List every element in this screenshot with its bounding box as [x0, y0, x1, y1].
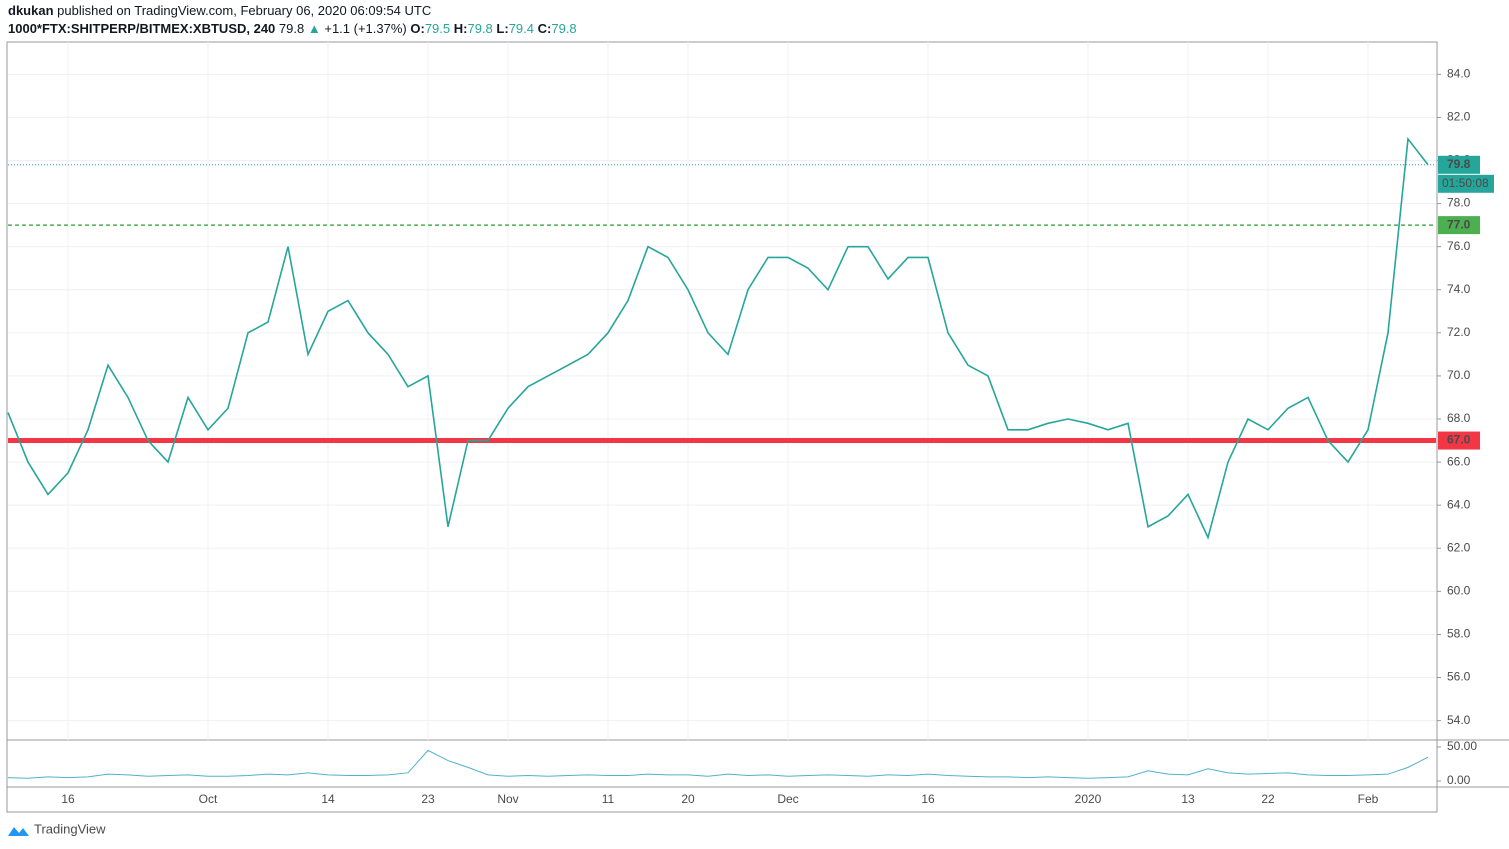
- x-tick-label: 11: [602, 792, 615, 806]
- brand: TradingView: [34, 821, 106, 836]
- x-tick-label: Dec: [777, 792, 798, 806]
- logo: [8, 827, 29, 836]
- symbol: 1000*FTX:SHITPERP/BITMEX:XBTUSD, 240: [8, 21, 275, 36]
- y-tick-label: 56.0: [1447, 670, 1471, 684]
- y-tick-label: 70.0: [1447, 368, 1471, 382]
- level-label: 67.0: [1447, 433, 1471, 447]
- y-tick-label: 58.0: [1447, 627, 1471, 641]
- x-tick-label: 16: [921, 792, 935, 806]
- y-tick-label: 72.0: [1447, 325, 1471, 339]
- x-tick-label: 16: [61, 792, 75, 806]
- y-tick-label: 82.0: [1447, 110, 1471, 124]
- author: dkukan: [8, 3, 54, 18]
- l-label: L:: [496, 21, 508, 36]
- last: 79.8: [279, 21, 304, 36]
- x-tick-label: 23: [421, 792, 435, 806]
- level-badge: [1438, 431, 1480, 450]
- x-tick-label: 22: [1261, 792, 1275, 806]
- countdown: 01:50:08: [1442, 176, 1489, 190]
- countdown-badge: [1438, 174, 1494, 193]
- y-tick-label: 66.0: [1447, 454, 1471, 468]
- frame: [6, 41, 1438, 813]
- y-tick-label: 54.0: [1447, 713, 1471, 727]
- h: 79.8: [467, 21, 492, 36]
- y-tick-label: 50.00: [1447, 739, 1477, 753]
- level-badge: [1438, 155, 1480, 174]
- y-tick-label: 0.00: [1447, 773, 1471, 787]
- y-tick-label: 64.0: [1447, 497, 1471, 511]
- y-tick-label: 84.0: [1447, 66, 1471, 80]
- x-tick-label: 20: [681, 792, 695, 806]
- h-label: H:: [454, 21, 468, 36]
- c-label: C:: [538, 21, 552, 36]
- price-line: [7, 749, 1429, 779]
- level-badge: [1438, 216, 1480, 235]
- x-tick-label: Oct: [199, 792, 218, 806]
- o: 79.5: [425, 21, 450, 36]
- y-tick-label: 62.0: [1447, 540, 1471, 554]
- x-tick-label: Feb: [1358, 792, 1379, 806]
- o-label: O:: [410, 21, 424, 36]
- y-tick-label: 68.0: [1447, 411, 1471, 425]
- level-label: 79.8: [1447, 157, 1471, 171]
- change: +1.1 (+1.37%): [324, 21, 406, 36]
- y-tick-label: 78.0: [1447, 196, 1471, 210]
- l: 79.4: [509, 21, 534, 36]
- price-line: [7, 136, 1429, 540]
- x-tick-label: 2020: [1075, 792, 1102, 806]
- x-tick-label: 13: [1181, 792, 1195, 806]
- x-tick-label: 14: [321, 792, 335, 806]
- level-label: 77.0: [1447, 217, 1471, 231]
- c: 79.8: [551, 21, 576, 36]
- published: published on TradingView.com, February 0…: [57, 3, 431, 18]
- y-tick-label: 76.0: [1447, 239, 1471, 253]
- x-tick-label: Nov: [497, 792, 518, 806]
- y-tick-label: 74.0: [1447, 282, 1471, 296]
- symbol-line: 1000*FTX:SHITPERP/BITMEX:XBTUSD, 240 79.…: [8, 21, 577, 36]
- arrow: ▲: [308, 21, 321, 36]
- header-line: dkukan published on TradingView.com, Feb…: [8, 3, 431, 18]
- y-tick-label: 60.0: [1447, 584, 1471, 598]
